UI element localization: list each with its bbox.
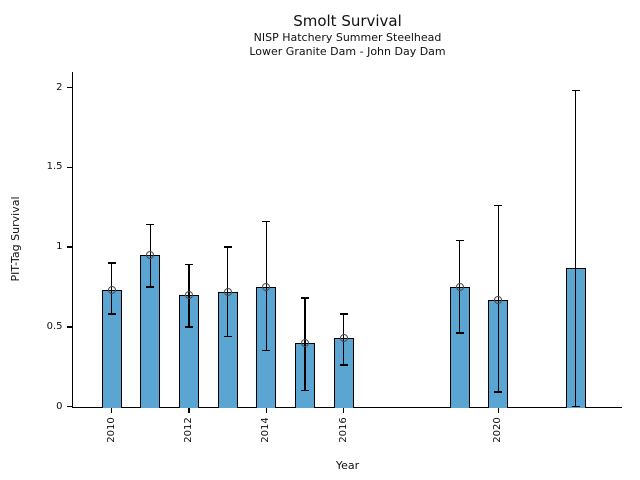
marker-2020 (494, 295, 503, 304)
y-tick-1 (66, 246, 72, 248)
y-tick-0 (66, 405, 72, 408)
errorbar-cap-low-2013 (223, 335, 232, 338)
errorbar-cap-high-2015 (301, 297, 309, 299)
chart-subtitle-line2: Lower Granite Dam - John Day Dam (249, 45, 446, 58)
x-tick-label-2010: 2010 (105, 417, 117, 443)
x-axis-label: Year (335, 459, 360, 472)
marker-2015 (301, 338, 309, 347)
marker-2016 (339, 333, 348, 342)
errorbar-cap-low-2020 (494, 391, 503, 393)
x-tick-label-2016: 2016 (337, 417, 349, 443)
y-tick-label-1.5: 1.5 (46, 161, 63, 173)
errorbar-cap-low-2019 (455, 332, 464, 334)
errorbar-cap-low-2011 (146, 286, 155, 288)
errorbar-cap-low-2022 (571, 405, 580, 408)
x-tick-label-2014: 2014 (260, 417, 272, 443)
errorbar-cap-high-2016 (339, 313, 348, 315)
y-tick-label-0.5: 0.5 (46, 320, 63, 332)
errorbar-cap-high-2010 (107, 262, 116, 264)
x-tick-2010 (110, 408, 113, 413)
marker-2014 (262, 282, 271, 291)
errorbar-cap-high-2020 (494, 204, 503, 207)
errorbar-cap-high-2022 (571, 89, 580, 92)
errorbar-cap-low-2010 (107, 313, 116, 315)
errorbar-cap-high-2014 (262, 220, 271, 223)
y-axis-spine (71, 71, 74, 408)
y-tick-0.5 (66, 326, 72, 328)
errorbar-cap-high-2012 (185, 263, 194, 266)
errorbar-2022 (574, 90, 577, 407)
x-tick-label-2012: 2012 (183, 417, 195, 443)
errorbar-cap-low-2014 (262, 349, 271, 352)
y-tick-label-1: 1 (56, 241, 63, 252)
x-tick-2020 (497, 408, 500, 413)
errorbar-cap-low-2016 (339, 364, 348, 366)
chart-subtitle-line1: NISP Hatchery Summer Steelhead (253, 31, 442, 44)
x-tick-2016 (342, 408, 345, 413)
chart-title: Smolt Survival (293, 12, 402, 30)
errorbar-cap-low-2012 (185, 326, 194, 328)
y-tick-label-0: 0 (56, 400, 63, 412)
y-axis-label: PIT-Tag Survival (9, 196, 22, 282)
marker-2010 (107, 286, 116, 295)
x-tick-2012 (188, 408, 190, 413)
errorbar-cap-high-2013 (223, 246, 232, 248)
errorbar-cap-low-2015 (301, 389, 309, 392)
marker-2012 (185, 290, 194, 299)
y-tick-2 (66, 86, 72, 89)
y-tick-label-2: 2 (56, 81, 63, 93)
marker-2013 (223, 287, 232, 296)
errorbar-cap-high-2019 (455, 239, 464, 242)
x-tick-2014 (265, 408, 268, 413)
marker-2019 (455, 282, 464, 291)
marker-2011 (146, 250, 155, 259)
errorbar-cap-high-2011 (146, 223, 155, 226)
y-tick-1.5 (66, 166, 72, 168)
x-tick-label-2020: 2020 (492, 417, 504, 443)
